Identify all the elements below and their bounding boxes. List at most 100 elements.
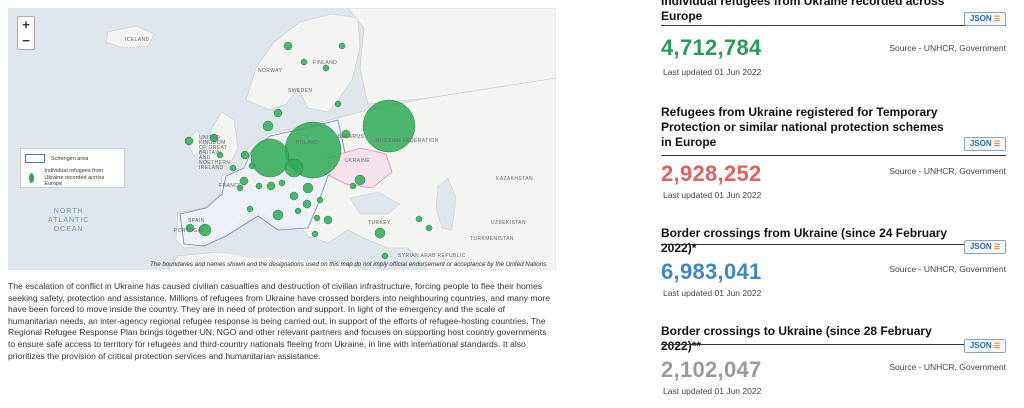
stat-source: Source - UNHCR, Government: [889, 43, 1006, 53]
json-link-button[interactable]: JSON ☰: [964, 240, 1006, 254]
json-label: JSON: [969, 14, 992, 23]
json-link-button[interactable]: JSON ☰: [964, 137, 1006, 151]
refugee-bubble[interactable]: [302, 182, 314, 194]
refugee-bubble[interactable]: [216, 151, 224, 159]
refugee-bubble[interactable]: [250, 138, 290, 178]
refugee-dot-swatch: [29, 172, 35, 183]
refugee-bubble[interactable]: [354, 174, 366, 186]
refugee-bubble[interactable]: [374, 227, 386, 239]
mediterranean-shape: [208, 236, 388, 260]
refugee-bubble[interactable]: [273, 108, 283, 118]
ocean-label: NORTH ATLANTIC OCEAN: [48, 208, 90, 233]
caspian-sea-shape: [435, 177, 457, 231]
country-label: NORWAY: [258, 68, 283, 74]
refugee-bubble[interactable]: [362, 99, 416, 153]
refugee-bubble[interactable]: [316, 196, 324, 204]
refugee-bubble[interactable]: [266, 181, 276, 191]
map-legend: Schengen area Individual refugees from U…: [20, 148, 125, 188]
refugee-bubble[interactable]: [184, 136, 194, 146]
refugee-bubble[interactable]: [415, 215, 423, 223]
refugee-bubble[interactable]: [272, 209, 284, 221]
country-label: TURKMENISTAN: [470, 236, 514, 242]
refugee-map[interactable]: + − NORTH ATLANTIC OCEAN ICELAND NORWAY FI…: [8, 8, 556, 270]
refugee-bubble[interactable]: [294, 207, 302, 215]
refugee-bubble[interactable]: [323, 215, 333, 225]
country-label: BELARUS: [338, 134, 365, 140]
country-label: UNITED KINGDOM OF GREAT BRITAIN AND NORT…: [199, 135, 231, 171]
rss-icon: ☰: [993, 16, 1001, 23]
refugee-bubble[interactable]: [289, 191, 299, 201]
refugee-bubble[interactable]: [283, 41, 293, 51]
stat-title: Border crossings from Ukraine (since 24 …: [661, 226, 948, 255]
black-sea-shape: [349, 191, 401, 215]
refugee-bubble[interactable]: [284, 158, 304, 178]
country-label: FINLAND: [313, 60, 338, 66]
stat-updated: Last updated 01 Jun 2022: [663, 386, 762, 396]
stat-block-border-crossings-to: Border crossings to Ukraine (since 28 Fe…: [661, 324, 1006, 396]
country-label: RUSSIAN FEDERATION: [376, 138, 439, 144]
stat-divider: [661, 25, 1006, 26]
refugee-bubble[interactable]: [278, 179, 286, 187]
stat-updated: Last updated 01 Jun 2022: [663, 288, 762, 298]
refugee-bubble[interactable]: [262, 120, 274, 132]
refugee-bubble[interactable]: [341, 129, 351, 139]
stat-source: Source - UNHCR, Government: [889, 166, 1006, 176]
stat-block-border-crossings-from: Border crossings from Ukraine (since 24 …: [661, 226, 1006, 298]
refugee-bubble[interactable]: [239, 176, 249, 186]
legend-schengen-label: Schengen area: [51, 155, 89, 162]
refugee-bubble[interactable]: [349, 182, 357, 190]
refugee-bubble[interactable]: [313, 214, 321, 222]
refugee-bubble[interactable]: [334, 100, 342, 108]
json-link-button[interactable]: JSON ☰: [964, 12, 1006, 26]
json-label: JSON: [969, 341, 992, 350]
refugee-bubble[interactable]: [248, 162, 256, 170]
stat-updated: Last updated 01 Jun 2022: [663, 190, 762, 200]
stat-value: 2,102,047: [661, 357, 762, 382]
country-label: FRANCE: [219, 183, 242, 189]
stat-divider: [661, 244, 1006, 245]
country-label: UZBEKISTAN: [491, 220, 527, 226]
refugee-bubble[interactable]: [236, 184, 244, 192]
ireland-shape: [185, 129, 205, 157]
country-label: KAZAKHSTAN: [496, 176, 533, 182]
stat-updated: Last updated 01 Jun 2022: [663, 67, 762, 77]
map-disclaimer: The boundaries and names shown and the d…: [150, 261, 548, 268]
schengen-swatch: [25, 154, 45, 163]
refugee-bubble[interactable]: [302, 199, 312, 209]
zoom-out-button[interactable]: −: [17, 33, 35, 50]
ukraine-shape: [327, 147, 393, 189]
country-label: ICELAND: [125, 37, 150, 43]
country-label: SWEDEN: [288, 88, 313, 94]
refugee-bubble[interactable]: [300, 58, 308, 66]
stat-value: 2,928,252: [661, 161, 762, 186]
stat-value: 6,983,041: [661, 259, 762, 284]
refugee-bubble[interactable]: [240, 150, 250, 160]
map-canvas: [105, 8, 556, 270]
iceland-shape: [105, 25, 155, 49]
refugee-bubble[interactable]: [209, 133, 219, 143]
refugee-bubble[interactable]: [255, 182, 263, 190]
refugee-bubble[interactable]: [185, 223, 195, 233]
refugee-bubble[interactable]: [246, 205, 254, 213]
refugee-bubble[interactable]: [425, 224, 433, 232]
json-link-button[interactable]: JSON ☰: [964, 339, 1006, 353]
json-label: JSON: [969, 139, 992, 148]
country-label: SPAIN: [188, 218, 205, 224]
stat-divider: [661, 155, 1006, 156]
refugee-bubble[interactable]: [322, 64, 330, 72]
stat-value: 4,712,784: [661, 35, 762, 60]
stat-block-individual-refugees: Individual refugees from Ukraine recorde…: [661, 0, 1006, 77]
refugee-bubble[interactable]: [198, 223, 212, 237]
stat-divider: [661, 344, 1006, 345]
rss-icon: ☰: [993, 343, 1001, 350]
country-label: TURKEY: [368, 220, 391, 226]
intro-paragraph: The escalation of conflict in Ukraine ha…: [8, 281, 551, 361]
country-label: SYRIAN ARAB REPUBLIC: [398, 253, 466, 259]
zoom-in-button[interactable]: +: [17, 16, 35, 34]
refugee-bubble[interactable]: [381, 252, 389, 260]
refugee-bubble[interactable]: [311, 230, 319, 238]
stat-source: Source - UNHCR, Government: [889, 264, 1006, 274]
refugee-bubble[interactable]: [338, 42, 346, 50]
country-label: POLAND: [296, 140, 319, 146]
refugee-bubble[interactable]: [229, 164, 237, 172]
